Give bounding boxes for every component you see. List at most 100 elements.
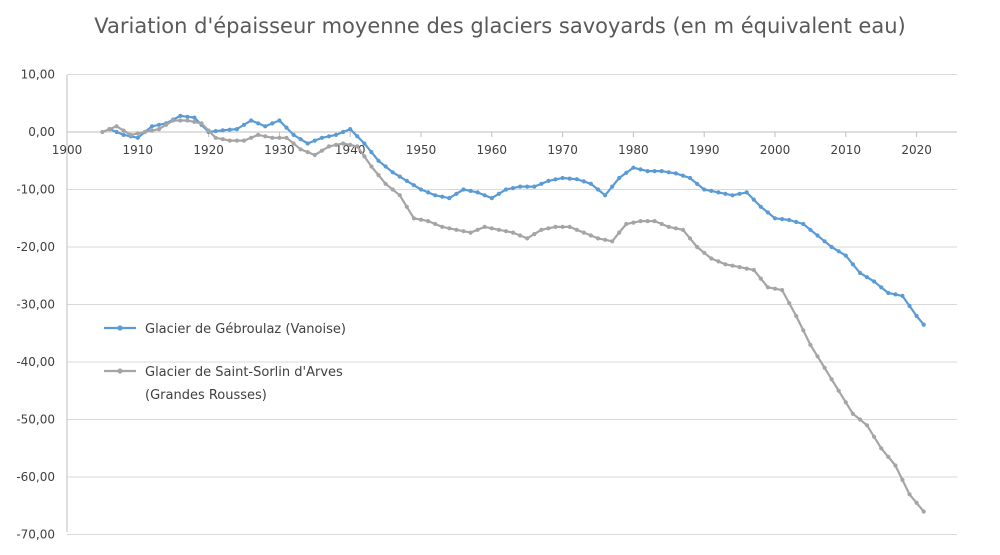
data-point <box>326 134 332 139</box>
data-point <box>227 138 232 143</box>
data-point <box>843 253 848 258</box>
data-point <box>220 128 225 133</box>
data-point <box>149 128 155 133</box>
data-point <box>171 118 176 123</box>
data-point <box>518 233 523 238</box>
data-point <box>921 509 926 514</box>
data-point <box>319 135 324 140</box>
data-point <box>532 184 537 189</box>
data-point <box>539 227 544 232</box>
data-point <box>808 227 813 232</box>
data-point <box>801 328 806 333</box>
data-point <box>418 217 424 222</box>
axes: 10,00 0,00 -10,00 -20,00 -30,00 -40,00 -50,00 -… <box>16 68 957 542</box>
data-point <box>525 184 530 189</box>
data-point <box>256 121 261 126</box>
legend-label: (Grandes Rousses) <box>145 388 267 403</box>
data-point <box>220 137 225 142</box>
data-point <box>737 191 742 196</box>
data-point <box>872 434 877 439</box>
data-point <box>454 227 459 232</box>
data-point <box>822 239 827 244</box>
data-point <box>857 270 863 275</box>
data-point <box>581 179 586 184</box>
data-point <box>135 135 140 140</box>
y-tick-label: -20,00 <box>16 240 55 254</box>
data-point <box>659 221 664 227</box>
data-point <box>185 118 190 123</box>
data-point <box>695 181 700 186</box>
data-point <box>772 216 778 221</box>
data-point <box>404 178 409 183</box>
data-point <box>369 150 374 155</box>
data-point <box>362 141 367 146</box>
data-point <box>383 164 388 169</box>
data-point <box>553 224 558 229</box>
data-point <box>326 144 332 149</box>
series-lines <box>100 113 926 514</box>
data-point <box>666 224 671 229</box>
data-point <box>546 178 551 183</box>
y-tick-label: -50,00 <box>16 413 55 427</box>
data-point <box>907 303 912 308</box>
legend-label: Glacier de Gébroulaz (Vanoise) <box>145 322 346 337</box>
data-point <box>333 132 339 137</box>
data-point <box>744 266 749 271</box>
series-line <box>109 114 925 326</box>
data-point <box>900 293 905 298</box>
data-point <box>850 411 856 416</box>
data-point <box>390 187 395 192</box>
data-point <box>270 121 275 126</box>
data-point <box>510 230 516 235</box>
legend: Glacier de Gébroulaz (Vanoise) Glacier de… <box>104 322 346 403</box>
data-point <box>426 219 431 224</box>
y-tick-label: -40,00 <box>16 355 55 369</box>
data-point <box>560 224 565 229</box>
data-point <box>879 285 884 290</box>
x-tick-label: 1960 <box>477 143 508 157</box>
data-point <box>638 167 643 172</box>
data-point <box>298 147 303 152</box>
data-point <box>864 275 870 280</box>
legend-label: Glacier de Saint-Sorlin d'Arves <box>145 365 343 380</box>
data-point <box>553 177 558 182</box>
x-tick-label: 1990 <box>689 143 720 157</box>
data-point <box>383 181 388 186</box>
data-point <box>801 221 806 227</box>
data-point <box>482 193 487 198</box>
data-point <box>864 423 870 428</box>
data-point <box>581 230 586 235</box>
data-point <box>850 262 856 267</box>
data-point <box>539 181 544 186</box>
data-point <box>192 115 197 120</box>
legend-marker <box>117 368 123 374</box>
data-point <box>588 233 594 238</box>
data-point <box>673 171 679 176</box>
data-point <box>893 292 898 297</box>
data-point <box>836 249 841 254</box>
data-point <box>751 267 756 273</box>
data-point <box>687 236 693 241</box>
data-point <box>737 265 742 270</box>
data-point <box>249 118 254 123</box>
data-point <box>744 190 749 195</box>
data-point <box>645 169 650 174</box>
data-point <box>319 148 324 153</box>
x-tick-label: 1970 <box>547 143 578 157</box>
data-point <box>369 164 374 169</box>
data-point <box>348 142 353 147</box>
data-point <box>751 197 756 202</box>
data-point <box>263 134 268 139</box>
data-point <box>716 190 721 195</box>
x-tick-label: 1980 <box>618 143 649 157</box>
data-point <box>234 138 239 143</box>
data-point <box>872 279 877 284</box>
data-point <box>503 229 509 234</box>
data-point <box>624 221 629 227</box>
data-point <box>482 224 487 229</box>
x-tick-label: 1900 <box>52 143 83 157</box>
data-point <box>440 224 445 229</box>
data-point <box>128 132 133 137</box>
data-point <box>666 170 671 175</box>
